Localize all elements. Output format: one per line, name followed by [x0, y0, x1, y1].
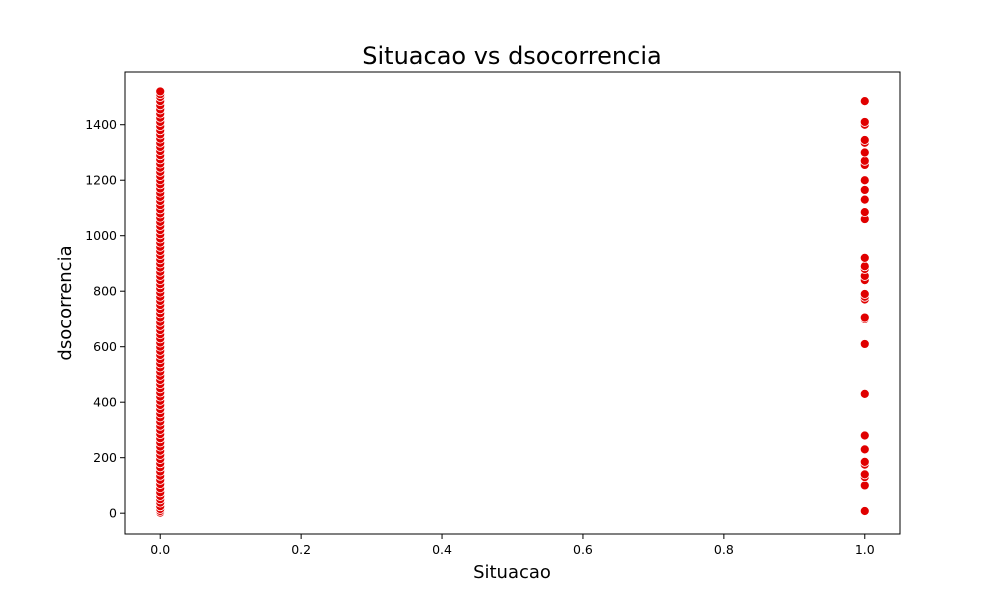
y-tick-label: 1400 — [85, 117, 117, 132]
scatter-point — [859, 185, 870, 195]
scatter-point — [859, 480, 870, 491]
scatter-point — [859, 135, 870, 145]
x-tick-label: 0.0 — [150, 542, 170, 557]
y-tick-label: 200 — [93, 450, 117, 465]
x-axis-label: Situacao — [473, 562, 551, 583]
y-axis-label: dsocorrencia — [55, 245, 76, 360]
scatter-point — [155, 86, 166, 97]
scatter-point — [859, 175, 870, 186]
y-tick-label: 0 — [109, 506, 117, 521]
scatter-point — [859, 339, 870, 349]
y-tick-label: 600 — [93, 339, 117, 354]
scatter-point — [859, 289, 870, 299]
x-axis: 0.0 0.2 0.4 0.6 0.8 1.0 — [150, 534, 875, 557]
scatter-point — [859, 444, 870, 455]
scatter-point — [859, 388, 870, 399]
scatter-point — [859, 430, 870, 441]
y-tick-label: 400 — [93, 395, 117, 410]
scatter-point — [859, 261, 870, 272]
plot-area-frame — [124, 71, 901, 535]
scatter-point — [859, 469, 870, 480]
scatter-point — [859, 96, 870, 107]
scatter-point — [859, 312, 870, 323]
x-tick-label: 0.4 — [432, 542, 452, 557]
scatter-point — [859, 194, 870, 205]
scatter-point — [859, 456, 870, 467]
y-tick-label: 1200 — [85, 173, 117, 188]
scatter-point — [859, 207, 870, 218]
x-tick-label: 0.8 — [714, 542, 734, 557]
chart-title: Situacao vs dsocorrencia — [362, 42, 661, 70]
y-tick-label: 800 — [93, 284, 117, 299]
x-tick-label: 0.6 — [573, 542, 593, 557]
x-tick-label: 0.2 — [291, 542, 311, 557]
x-tick-label: 1.0 — [855, 542, 875, 557]
scatter-point — [859, 506, 870, 516]
scatter-point — [859, 155, 870, 166]
scatter-point — [859, 147, 870, 158]
scatter-point — [859, 253, 870, 263]
scatter-points — [155, 86, 870, 518]
y-tick-label: 1000 — [85, 228, 117, 243]
y-axis: 0 200 400 600 800 1000 1200 1400 — [85, 117, 125, 521]
scatter-point — [859, 117, 870, 127]
